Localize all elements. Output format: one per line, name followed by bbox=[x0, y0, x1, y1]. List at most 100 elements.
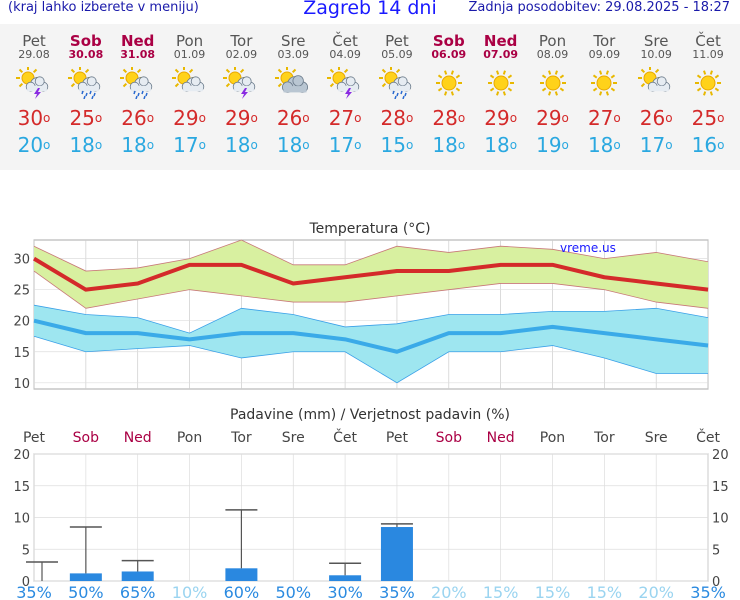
day-column[interactable]: Pon 08.09 29o 19o bbox=[527, 24, 579, 159]
temp-max: 26o bbox=[276, 106, 310, 130]
day-column[interactable]: Pon 01.09 29o 17o bbox=[164, 24, 216, 159]
sun-cloud-thunder-icon bbox=[215, 61, 267, 105]
day-column[interactable]: Sob 06.09 28o 18o bbox=[423, 24, 475, 159]
day-date: 10.09 bbox=[640, 48, 672, 61]
day-name: Tor bbox=[593, 32, 616, 50]
day-date: 07.09 bbox=[483, 48, 519, 61]
sun-icon bbox=[527, 61, 579, 105]
y-tick-label: 15 bbox=[13, 480, 30, 495]
day-date: 05.09 bbox=[381, 48, 413, 61]
day-column[interactable]: Čet 04.09 27o 17o bbox=[319, 24, 371, 159]
day-date: 29.08 bbox=[18, 48, 50, 61]
x-tick-label: Ned bbox=[487, 430, 515, 446]
sun-icon bbox=[682, 61, 734, 105]
y-tick-label: 0 bbox=[22, 575, 30, 590]
rain-probability: 20% bbox=[431, 583, 467, 600]
temp-max: 26o bbox=[121, 106, 155, 130]
day-date: 30.08 bbox=[68, 48, 104, 61]
day-column[interactable]: Pet 05.09 28o 15o bbox=[371, 24, 423, 159]
day-column[interactable]: Sob 30.08 25o 18o bbox=[60, 24, 112, 159]
last-updated: Zadnja posodobitev: 29.08.2025 - 18:27 bbox=[468, 0, 730, 15]
sun-behind-cloud-icon bbox=[267, 61, 319, 105]
rain-probability: 35% bbox=[690, 583, 726, 600]
rain-bar bbox=[69, 573, 102, 581]
temp-min: 18o bbox=[276, 133, 310, 157]
y-tick-label-right: 0 bbox=[712, 575, 720, 590]
rain-probability: 15% bbox=[483, 583, 519, 600]
rain-bar bbox=[329, 575, 362, 581]
temp-min: 17o bbox=[173, 133, 206, 157]
temp-max: 28o bbox=[380, 106, 414, 130]
rain-bar bbox=[121, 571, 154, 581]
temp-min: 18o bbox=[121, 133, 155, 157]
sun-cloud-thunder-icon bbox=[319, 61, 371, 105]
day-column[interactable]: Tor 09.09 27o 18o bbox=[578, 24, 630, 159]
y-tick-label: 25 bbox=[13, 284, 30, 299]
temp-max: 26o bbox=[639, 106, 673, 130]
temp-min: 18o bbox=[587, 133, 621, 157]
day-name: Sre bbox=[643, 32, 669, 50]
temp-max: 25o bbox=[691, 106, 725, 130]
y-tick-label: 30 bbox=[13, 253, 30, 268]
forecast-strip: Pet 29.08 30o 20o Sob 30.08 25o 18o Ned 31.08 26o 1… bbox=[0, 24, 740, 170]
temp-min: 20o bbox=[17, 133, 51, 157]
day-name: Tor bbox=[230, 32, 253, 50]
temp-max: 28o bbox=[432, 106, 466, 130]
y-tick-label: 15 bbox=[13, 346, 30, 361]
rain-bar bbox=[380, 527, 413, 581]
y-tick-label-right: 10 bbox=[712, 512, 729, 527]
min-band-upper bbox=[33, 304, 709, 334]
day-column[interactable]: Tor 02.09 29o 18o bbox=[215, 24, 267, 159]
location-hint: (kraj lahko izberete v meniju) bbox=[8, 0, 199, 15]
temp-max: 27o bbox=[328, 106, 362, 130]
day-column[interactable]: Sre 03.09 26o 18o bbox=[267, 24, 319, 159]
max-temp-line bbox=[32, 256, 709, 292]
rain-probability: 60% bbox=[224, 583, 260, 600]
page-title[interactable]: Zagreb 14 dni bbox=[303, 0, 437, 19]
day-date: 09.09 bbox=[588, 48, 621, 61]
y-tick-label: 20 bbox=[13, 448, 30, 463]
day-name: Ned bbox=[120, 32, 155, 50]
sun-icon bbox=[475, 61, 527, 105]
temp-max: 30o bbox=[17, 106, 51, 130]
temp-max: 29o bbox=[536, 106, 569, 130]
day-column[interactable]: Ned 07.09 29o 18o bbox=[475, 24, 527, 159]
day-date: 01.09 bbox=[173, 48, 206, 61]
sun-cloud-thunder-icon bbox=[8, 61, 60, 105]
sun-cloud-icon bbox=[164, 61, 216, 105]
x-tick-label: Tor bbox=[593, 430, 615, 446]
day-name: Čet bbox=[332, 32, 358, 50]
min-band-lower bbox=[33, 335, 709, 384]
temp-min: 18o bbox=[224, 133, 258, 157]
temp-max: 25o bbox=[69, 106, 103, 130]
day-column[interactable]: Čet 11.09 25o 16o bbox=[682, 24, 734, 159]
day-name: Čet bbox=[695, 32, 721, 50]
temp-min: 17o bbox=[639, 133, 673, 157]
sun-cloud-rain-icon bbox=[371, 61, 423, 105]
day-date: 03.09 bbox=[277, 48, 310, 61]
y-tick-label-right: 20 bbox=[712, 448, 729, 463]
rain-probability: 65% bbox=[120, 583, 156, 600]
precipitation-chart: Padavine (mm) / Verjetnost padavin (%) Pe… bbox=[13, 407, 729, 600]
rain-probability: 30% bbox=[327, 583, 363, 600]
day-column[interactable]: Pet 29.08 30o 20o bbox=[8, 24, 60, 159]
day-column[interactable]: Sre 10.09 26o 17o bbox=[630, 24, 682, 159]
x-tick-label: Sre bbox=[645, 430, 668, 446]
x-tick-label: Pet bbox=[23, 430, 46, 446]
rain-probability: 35% bbox=[16, 583, 52, 600]
day-name: Sob bbox=[432, 32, 465, 50]
rain-probability: 10% bbox=[172, 583, 208, 600]
x-tick-label: Sob bbox=[73, 430, 99, 446]
rain-bar bbox=[225, 568, 258, 581]
x-tick-label: Ned bbox=[124, 430, 152, 446]
rain-probability: 15% bbox=[587, 583, 623, 600]
sun-cloud-rain-icon bbox=[112, 61, 164, 105]
y-tick-label: 20 bbox=[13, 315, 30, 330]
day-name: Pon bbox=[538, 32, 567, 50]
temp-min: 17o bbox=[328, 133, 362, 157]
watermark: vreme.us bbox=[560, 241, 616, 255]
day-date: 04.09 bbox=[329, 48, 361, 61]
day-column[interactable]: Ned 31.08 26o 18o bbox=[112, 24, 164, 159]
x-tick-label: Sre bbox=[282, 430, 305, 446]
temp-max: 29o bbox=[224, 106, 258, 130]
